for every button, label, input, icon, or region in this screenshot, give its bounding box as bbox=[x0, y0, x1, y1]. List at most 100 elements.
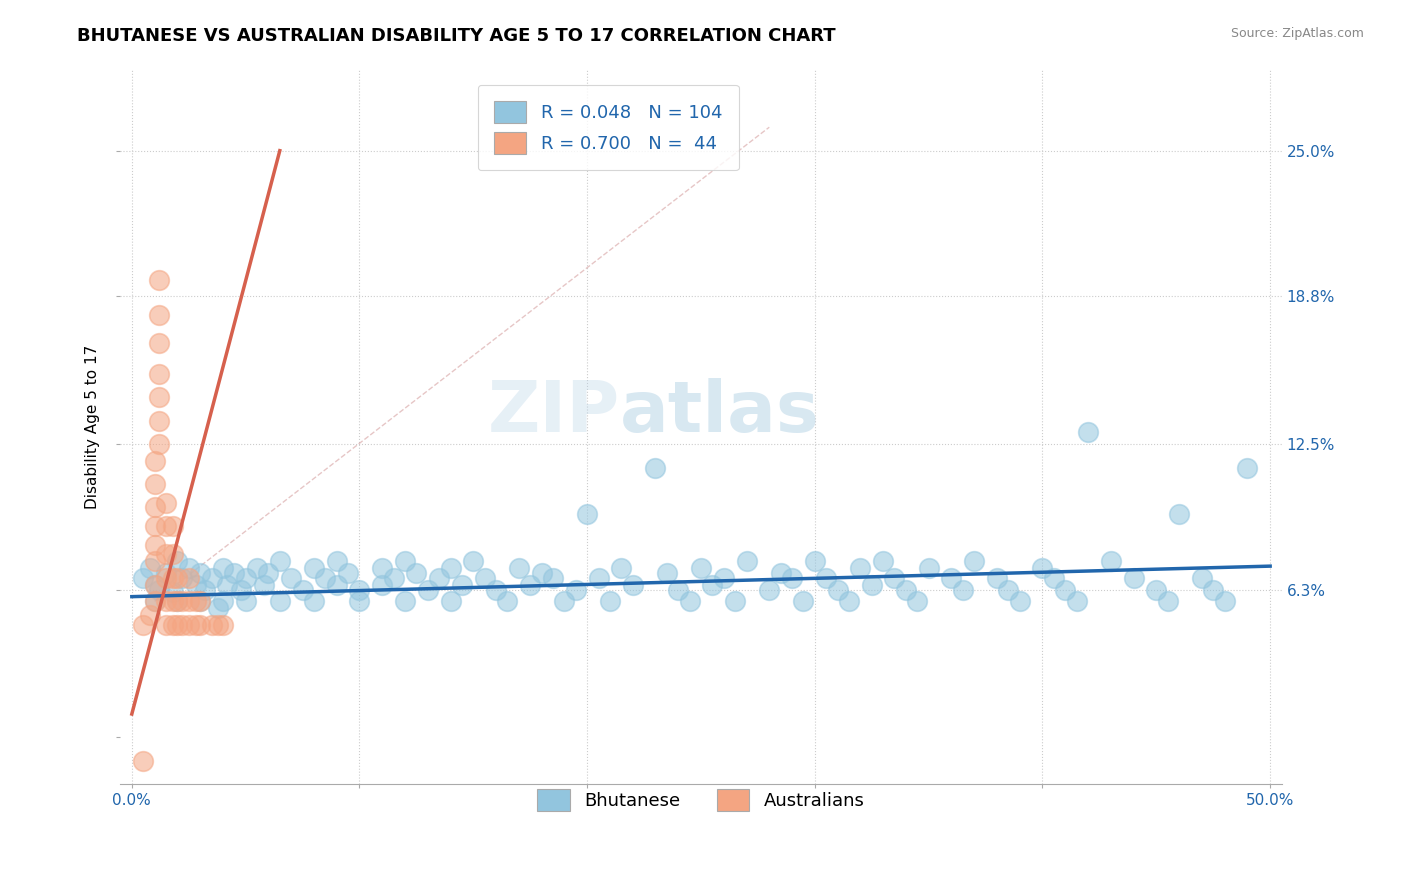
Point bbox=[166, 594, 188, 608]
Point bbox=[162, 594, 184, 608]
Point bbox=[155, 566, 177, 581]
Point bbox=[860, 578, 883, 592]
Point bbox=[371, 578, 394, 592]
Point bbox=[200, 617, 222, 632]
Point bbox=[371, 561, 394, 575]
Point bbox=[1213, 594, 1236, 608]
Point bbox=[253, 578, 276, 592]
Point bbox=[541, 571, 564, 585]
Point bbox=[143, 594, 166, 608]
Point bbox=[1202, 582, 1225, 597]
Point bbox=[508, 561, 530, 575]
Point bbox=[200, 571, 222, 585]
Point bbox=[439, 561, 461, 575]
Point bbox=[780, 571, 803, 585]
Point bbox=[872, 554, 894, 568]
Point bbox=[139, 561, 162, 575]
Text: BHUTANESE VS AUSTRALIAN DISABILITY AGE 5 TO 17 CORRELATION CHART: BHUTANESE VS AUSTRALIAN DISABILITY AGE 5… bbox=[77, 27, 837, 45]
Point bbox=[1043, 571, 1066, 585]
Point bbox=[838, 594, 860, 608]
Point bbox=[162, 617, 184, 632]
Point bbox=[302, 561, 325, 575]
Point bbox=[666, 582, 689, 597]
Point bbox=[416, 582, 439, 597]
Point bbox=[963, 554, 986, 568]
Point bbox=[166, 571, 188, 585]
Point bbox=[1066, 594, 1088, 608]
Point bbox=[713, 571, 735, 585]
Point bbox=[325, 578, 347, 592]
Point bbox=[1008, 594, 1031, 608]
Point bbox=[166, 617, 188, 632]
Point bbox=[917, 561, 939, 575]
Point bbox=[148, 437, 170, 451]
Point bbox=[217, 578, 239, 592]
Point bbox=[212, 594, 235, 608]
Point bbox=[143, 578, 166, 592]
Point bbox=[553, 594, 575, 608]
Point bbox=[177, 594, 200, 608]
Point bbox=[269, 554, 291, 568]
Point bbox=[997, 582, 1019, 597]
Point bbox=[235, 571, 257, 585]
Point bbox=[827, 582, 849, 597]
Point bbox=[463, 554, 485, 568]
Point bbox=[986, 571, 1008, 585]
Point bbox=[162, 585, 184, 599]
Point bbox=[155, 519, 177, 533]
Point bbox=[143, 594, 166, 608]
Point bbox=[519, 578, 541, 592]
Point bbox=[302, 594, 325, 608]
Point bbox=[439, 594, 461, 608]
Point bbox=[314, 571, 336, 585]
Point bbox=[1144, 582, 1167, 597]
Point bbox=[883, 571, 905, 585]
Point bbox=[143, 500, 166, 515]
Point bbox=[162, 571, 184, 585]
Point bbox=[177, 561, 200, 575]
Point bbox=[188, 594, 211, 608]
Point bbox=[610, 561, 633, 575]
Point bbox=[905, 594, 928, 608]
Point bbox=[405, 566, 427, 581]
Point bbox=[188, 594, 211, 608]
Y-axis label: Disability Age 5 to 17: Disability Age 5 to 17 bbox=[86, 344, 100, 508]
Point bbox=[166, 594, 188, 608]
Point bbox=[1157, 594, 1180, 608]
Point bbox=[155, 548, 177, 562]
Text: Source: ZipAtlas.com: Source: ZipAtlas.com bbox=[1230, 27, 1364, 40]
Point bbox=[769, 566, 792, 581]
Point bbox=[394, 594, 416, 608]
Point bbox=[702, 578, 724, 592]
Point bbox=[143, 538, 166, 552]
Point bbox=[177, 617, 200, 632]
Point bbox=[496, 594, 519, 608]
Point bbox=[148, 308, 170, 322]
Point bbox=[690, 561, 713, 575]
Point bbox=[565, 582, 588, 597]
Point bbox=[188, 566, 211, 581]
Point bbox=[148, 367, 170, 381]
Point bbox=[941, 571, 963, 585]
Point bbox=[804, 554, 827, 568]
Point bbox=[280, 571, 302, 585]
Point bbox=[349, 582, 371, 597]
Point bbox=[139, 608, 162, 623]
Point bbox=[792, 594, 814, 608]
Point bbox=[269, 594, 291, 608]
Point bbox=[155, 496, 177, 510]
Point bbox=[485, 582, 508, 597]
Point bbox=[162, 548, 184, 562]
Point bbox=[155, 617, 177, 632]
Point bbox=[162, 519, 184, 533]
Point bbox=[246, 561, 269, 575]
Point bbox=[184, 594, 207, 608]
Point bbox=[576, 508, 599, 522]
Point bbox=[1099, 554, 1122, 568]
Point bbox=[1122, 571, 1144, 585]
Point bbox=[724, 594, 747, 608]
Point bbox=[143, 519, 166, 533]
Point bbox=[427, 571, 450, 585]
Legend: Bhutanese, Australians: Bhutanese, Australians bbox=[523, 774, 879, 825]
Point bbox=[148, 273, 170, 287]
